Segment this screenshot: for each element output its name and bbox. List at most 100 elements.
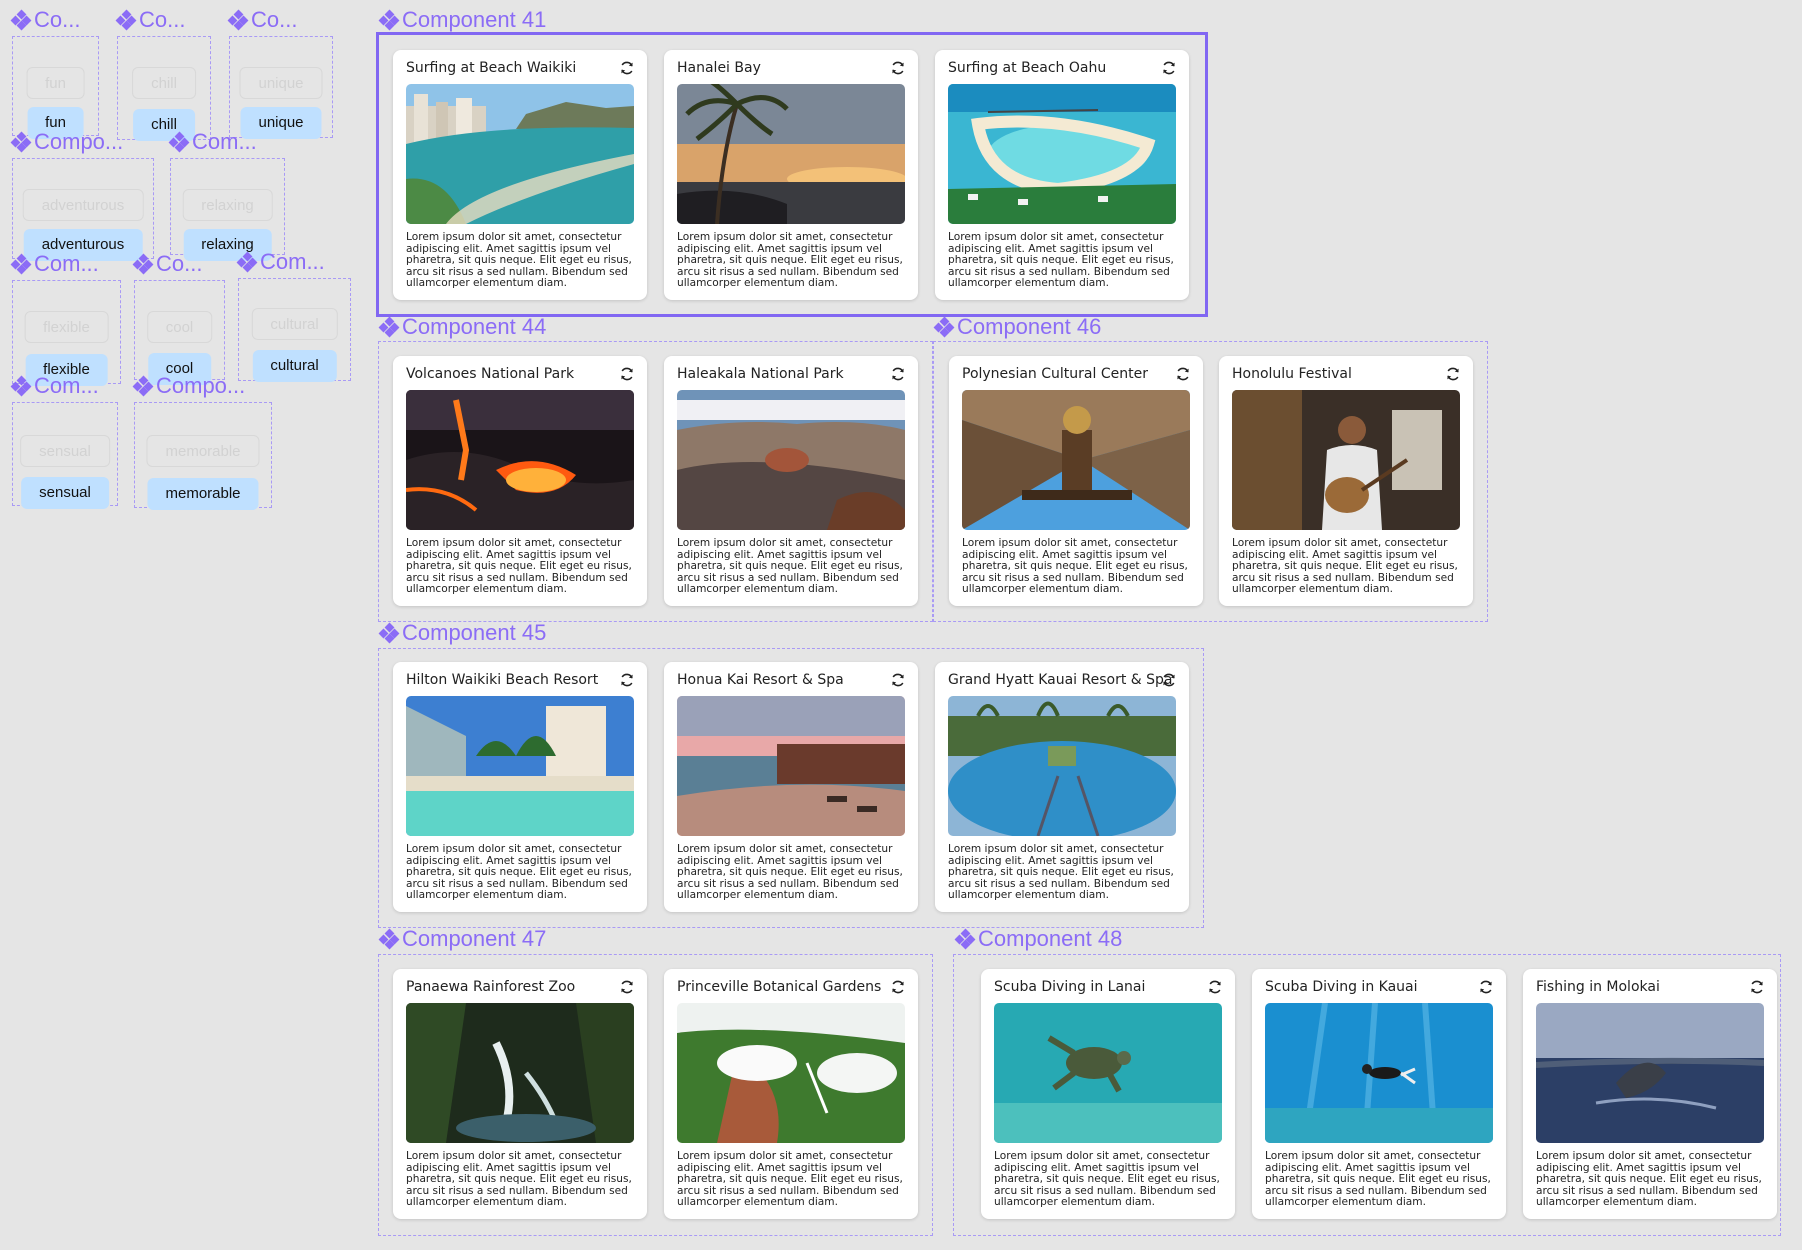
component-label[interactable]: Component 41 (378, 8, 546, 32)
refresh-icon[interactable] (619, 366, 635, 382)
component-label-text: Com... (192, 129, 257, 154)
card-photo (677, 696, 905, 836)
tag-pill-selected[interactable]: cultural (252, 350, 337, 382)
component-label-text: Component 45 (402, 620, 547, 645)
component-label[interactable]: Co... (227, 8, 297, 32)
component-icon (132, 375, 154, 397)
card-title: Surfing at Beach Oahu (948, 60, 1107, 76)
refresh-icon[interactable] (1207, 979, 1223, 995)
refresh-icon[interactable] (1175, 366, 1191, 382)
destination-card[interactable]: Honolulu Festival Lorem ipsum dolor sit a… (1219, 356, 1473, 606)
destination-card[interactable]: Volcanoes National Park Lorem ipsum dolor… (393, 356, 647, 606)
card-photo (948, 696, 1176, 836)
component-label[interactable]: Co... (115, 8, 185, 32)
destination-card[interactable]: Haleakala National Park Lorem ipsum dolor… (664, 356, 918, 606)
component-frame[interactable] (378, 648, 1204, 928)
tag-pill-selected[interactable]: adventurous (23, 229, 143, 261)
variant-frame[interactable]: chill chill (117, 36, 211, 141)
component-label-text: Component 46 (957, 314, 1102, 339)
tag-pill-selected[interactable]: fun (27, 107, 84, 139)
component-label[interactable]: Compo... (132, 374, 245, 398)
component-label[interactable]: Co... (10, 8, 80, 32)
refresh-icon[interactable] (1478, 979, 1494, 995)
refresh-icon[interactable] (619, 60, 635, 76)
destination-card[interactable]: Honua Kai Resort & Spa Lorem ipsum dolor … (664, 662, 918, 912)
card-title: Scuba Diving in Lanai (994, 979, 1146, 995)
tag-pill-default[interactable]: memorable (146, 435, 260, 467)
component-label[interactable]: Component 44 (378, 315, 546, 339)
tag-pill-default[interactable]: fun (26, 67, 85, 99)
refresh-icon[interactable] (619, 979, 635, 995)
component-label[interactable]: Component 47 (378, 927, 546, 951)
component-label[interactable]: Component 48 (954, 927, 1122, 951)
tag-pill-selected[interactable]: sensual (21, 477, 109, 509)
destination-card[interactable]: Polynesian Cultural Center Lorem ipsum do… (949, 356, 1203, 606)
refresh-icon[interactable] (890, 60, 906, 76)
component-frame[interactable] (378, 341, 933, 622)
component-label[interactable]: Compo... (10, 130, 123, 154)
destination-card[interactable]: Panaewa Rainforest Zoo Lorem ipsum dolor … (393, 969, 647, 1219)
refresh-icon[interactable] (1161, 672, 1177, 688)
card-description: Lorem ipsum dolor sit amet, consectetur … (1232, 537, 1458, 595)
tag-pill-default[interactable]: relaxing (182, 189, 273, 221)
component-label[interactable]: Com... (10, 374, 99, 398)
tag-pill-default[interactable]: sensual (20, 435, 110, 467)
variant-frame[interactable]: relaxing relaxing (170, 158, 285, 261)
variant-frame[interactable]: flexible flexible (12, 280, 121, 386)
tag-pill-default[interactable]: cultural (251, 308, 338, 340)
refresh-icon[interactable] (1161, 60, 1177, 76)
destination-card[interactable]: Surfing at Beach Oahu Lorem ipsum dolor s… (935, 50, 1189, 300)
tag-pill-selected[interactable]: cool (147, 353, 212, 385)
variant-frame[interactable]: fun fun (12, 36, 99, 139)
component-frame[interactable] (378, 954, 933, 1236)
tag-pill-default[interactable]: chill (132, 67, 196, 99)
variant-frame[interactable]: cool cool (134, 280, 225, 385)
refresh-icon[interactable] (619, 672, 635, 688)
tag-pill-selected[interactable]: unique (240, 107, 322, 139)
variant-frame[interactable]: adventurous adventurous (12, 158, 154, 261)
component-icon (10, 131, 32, 153)
variant-frame[interactable]: cultural cultural (238, 278, 351, 382)
variant-frame[interactable]: sensual sensual (12, 402, 118, 509)
component-frame[interactable] (376, 32, 1208, 317)
component-label[interactable]: Com... (236, 249, 325, 274)
destination-card[interactable]: Princeville Botanical Gardens Lorem ipsum… (664, 969, 918, 1219)
component-label[interactable]: Co... (132, 252, 202, 276)
tag-pill-selected[interactable]: chill (133, 109, 195, 141)
component-icon (933, 316, 955, 338)
component-label[interactable]: Com... (10, 251, 99, 276)
destination-card[interactable]: Scuba Diving in Kauai Lorem ipsum dolor s… (1252, 969, 1506, 1219)
tag-pill-default[interactable]: unique (239, 67, 323, 99)
component-label-text: Com... (260, 249, 325, 274)
card-title: Haleakala National Park (677, 366, 844, 382)
destination-card[interactable]: Hanalei Bay Lorem ipsum dolor sit amet, c… (664, 50, 918, 300)
card-description: Lorem ipsum dolor sit amet, consectetur … (962, 537, 1188, 595)
tag-pill-selected[interactable]: flexible (25, 354, 108, 386)
component-label[interactable]: Com... (168, 129, 257, 154)
tag-pill-default[interactable]: cool (146, 311, 213, 343)
refresh-icon[interactable] (890, 979, 906, 995)
card-photo (406, 390, 634, 530)
component-label[interactable]: Component 45 (378, 620, 547, 645)
refresh-icon[interactable] (1445, 366, 1461, 382)
destination-card[interactable]: Fishing in Molokai Lorem ipsum dolor sit … (1523, 969, 1777, 1219)
component-label-text: Com... (34, 251, 99, 276)
destination-card[interactable]: Scuba Diving in Lanai Lorem ipsum dolor s… (981, 969, 1235, 1219)
destination-card[interactable]: Hilton Waikiki Beach Resort Lorem ipsum d… (393, 662, 647, 912)
variant-frame[interactable]: unique unique (229, 36, 333, 139)
destination-card[interactable]: Grand Hyatt Kauai Resort & Spa Lorem ipsu… (935, 662, 1189, 912)
tag-pill-default[interactable]: adventurous (22, 189, 144, 221)
component-frame[interactable] (933, 341, 1488, 622)
refresh-icon[interactable] (890, 672, 906, 688)
tag-pill-selected[interactable]: memorable (147, 478, 259, 510)
tag-pill-default[interactable]: flexible (24, 311, 109, 343)
tag-pill-selected[interactable]: relaxing (183, 229, 272, 261)
destination-card[interactable]: Surfing at Beach Waikiki Lorem ipsum dolo… (393, 50, 647, 300)
card-photo (406, 696, 634, 836)
component-icon (10, 9, 32, 31)
component-label[interactable]: Component 46 (933, 314, 1102, 339)
variant-frame[interactable]: memorable memorable (134, 402, 272, 510)
component-frame[interactable] (953, 954, 1781, 1236)
refresh-icon[interactable] (1749, 979, 1765, 995)
refresh-icon[interactable] (890, 366, 906, 382)
